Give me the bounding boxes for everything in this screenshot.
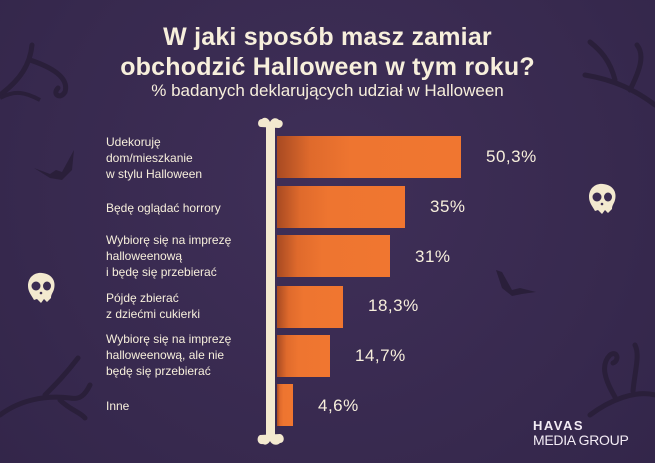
- bat-icon: [496, 270, 536, 296]
- chart-title: W jaki sposób masz zamiar obchodzić Hall…: [0, 22, 655, 82]
- label-line: i będę się przebierać: [106, 265, 217, 279]
- value-label: 18,3%: [368, 296, 419, 315]
- label-line: Wybiorę się na imprezę: [106, 332, 232, 346]
- label-line: halloweenową: [106, 249, 183, 263]
- bar-decorate-home: [277, 136, 461, 178]
- category-label: Będę oglądać horrory: [106, 200, 271, 216]
- value-label: 31%: [415, 247, 451, 266]
- label-line: dom/mieszkanie: [106, 151, 193, 165]
- bar-party-no-costume: [277, 335, 330, 377]
- label-line: Udekoruję: [106, 135, 161, 149]
- branch-icon: [0, 355, 93, 421]
- bar-party-costume: [277, 235, 390, 277]
- title-line-1: W jaki sposób masz zamiar: [163, 23, 492, 51]
- title-line-2: obchodzić Halloween w tym roku?: [120, 53, 535, 81]
- label-line: Pójdę zbierać: [106, 291, 179, 305]
- bone-axis-icon: [257, 117, 284, 445]
- label-line: będę się przebierać: [106, 364, 211, 378]
- category-label: Wybiorę się na imprezę halloweenową, ale…: [106, 331, 271, 379]
- label-line: Wybiorę się na imprezę: [106, 233, 232, 247]
- label-line: Inne: [106, 399, 130, 413]
- value-label: 14,7%: [355, 346, 406, 365]
- category-label: Pójdę zbierać z dziećmi cukierki: [106, 290, 271, 322]
- logo-havas: HAVAS: [533, 418, 585, 433]
- skull-icon: [28, 272, 55, 303]
- value-label: 50,3%: [486, 147, 537, 166]
- branch-icon: [0, 42, 69, 102]
- label-line: Będę oglądać horrory: [106, 201, 221, 215]
- label-line: z dziećmi cukierki: [106, 307, 201, 321]
- label-line: w stylu Halloween: [106, 167, 203, 181]
- category-label: Inne: [106, 398, 271, 414]
- category-label: Wybiorę się na imprezę halloweenową i bę…: [106, 232, 271, 280]
- label-line: halloweenową, ale nie: [106, 348, 225, 362]
- category-label: Udekoruję dom/mieszkanie w stylu Hallowe…: [106, 134, 271, 182]
- chart-subtitle: % badanych deklarujących udział w Hallow…: [151, 81, 504, 100]
- branch-icon: [587, 342, 655, 418]
- bar-trick-or-treat: [277, 286, 343, 328]
- logo-media-group: MEDIA GROUP: [533, 432, 629, 448]
- bat-icon: [34, 150, 74, 180]
- skull-icon: [589, 183, 616, 214]
- branch-icon: [582, 39, 655, 108]
- bar-horror-movies: [277, 186, 405, 228]
- value-label: 4,6%: [318, 396, 359, 415]
- value-label: 35%: [430, 197, 466, 216]
- bar-other: [277, 384, 293, 426]
